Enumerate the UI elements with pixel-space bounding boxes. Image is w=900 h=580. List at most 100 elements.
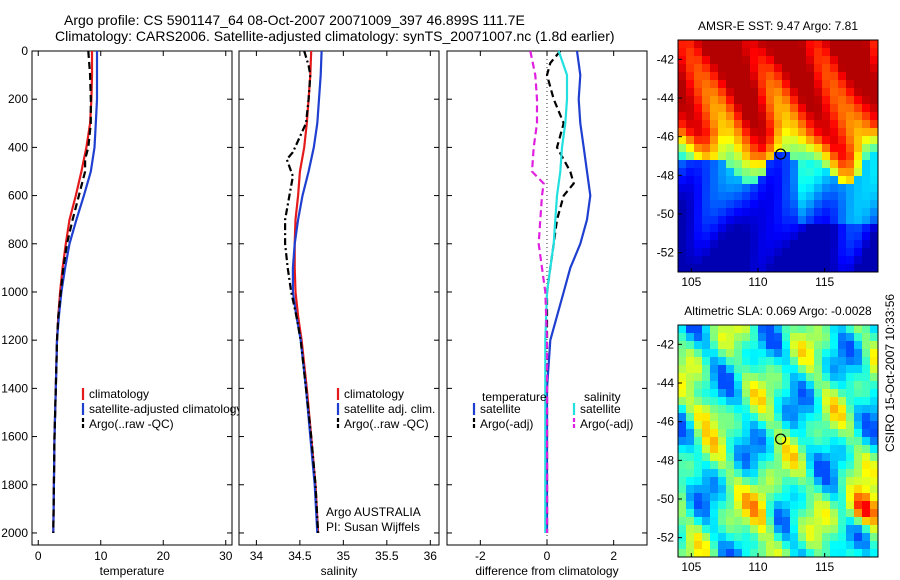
heatmap-cell [718,493,726,501]
chart-salinity: 34 34.5 35 35.5 36salinityclimatologysatelli… [238,50,440,578]
heatmap-cell [846,501,854,509]
heatmap-cell [870,136,878,144]
heatmap-cell [846,413,854,421]
heatmap-cell [846,421,854,429]
heatmap-cell [726,413,734,421]
heatmap-cell [766,549,774,557]
heatmap-cell [862,461,870,469]
heatmap-cell [694,341,702,349]
heatmap-cell [750,357,758,365]
heatmap-cell [814,216,822,224]
heatmap-cell [814,413,822,421]
heatmap-cell [798,136,806,144]
heatmap-cell [686,469,694,477]
heatmap-cell [822,248,830,256]
heatmap-cell [846,232,854,240]
heatmap-cell [686,493,694,501]
heatmap-cell [790,421,798,429]
heatmap-cell [862,453,870,461]
heatmap-cell [694,256,702,264]
x-tick-label: -2 [475,549,486,563]
heatmap-cell [758,437,766,445]
heatmap-cell [854,160,862,168]
heatmap-cell [814,160,822,168]
heatmap-cell [822,120,830,128]
heatmap-cell [742,48,750,56]
heatmap-cell [862,493,870,501]
heatmap-cell [870,341,878,349]
x-tick-label: 115 [815,560,834,574]
heatmap-cell [782,112,790,120]
heatmap-cell [742,96,750,104]
heatmap-cell [838,469,846,477]
heatmap-cell [702,176,710,184]
heatmap-cell [758,365,766,373]
heatmap-cell [702,373,710,381]
heatmap-cell [718,445,726,453]
heatmap-cell [678,224,686,232]
heatmap-cell [702,56,710,64]
heatmap-cell [750,429,758,437]
heatmap-cell [798,381,806,389]
heatmap-cell [726,445,734,453]
heatmap-cell [750,240,758,248]
heatmap-cell [830,184,838,192]
heatmap-cell [854,96,862,104]
heatmap-cell [766,445,774,453]
heatmap-cell [686,461,694,469]
heatmap-cell [814,168,822,176]
heatmap-cell [710,525,718,533]
heatmap-cell [854,248,862,256]
heatmap-cell [710,493,718,501]
heatmap-cell [862,397,870,405]
heatmap-cell [830,405,838,413]
heatmap-cell [846,541,854,549]
heatmap-cell [694,48,702,56]
heatmap-cell [758,525,766,533]
heatmap-cell [814,517,822,525]
heatmap-cell [838,72,846,80]
heatmap-cell [782,541,790,549]
x-tick-label: 35.5 [375,549,399,563]
heatmap-cell [806,224,814,232]
heatmap-cell [758,112,766,120]
heatmap-cell [702,381,710,389]
heatmap-cell [766,413,774,421]
legend-header: temperature [482,390,547,404]
heatmap-cell [782,152,790,160]
heatmap-cell [742,104,750,112]
heatmap-cell [742,365,750,373]
heatmap-cell [694,381,702,389]
heatmap-cell [782,405,790,413]
heatmap-cell [822,96,830,104]
heatmap-cell [702,349,710,357]
heatmap-cell [678,248,686,256]
heatmap-cell [718,477,726,485]
heatmap-cell [774,64,782,72]
heatmap-cell [734,264,742,272]
heatmap-cell [830,160,838,168]
heatmap-cell [750,477,758,485]
heatmap-cell [750,232,758,240]
heatmap-cell [702,184,710,192]
heatmap-cell [750,485,758,493]
heatmap-cell [814,144,822,152]
heatmap-cell [822,144,830,152]
heatmap-cell [750,256,758,264]
heatmap-cell [750,80,758,88]
heatmap-cell [750,64,758,72]
heatmap-cell [726,264,734,272]
heatmap-cell [822,397,830,405]
heatmap-cell [710,533,718,541]
heatmap-cell [678,397,686,405]
legend-entry: satellite adj. clim. [344,402,435,416]
heatmap-cell [710,461,718,469]
y-tick-label: 1200 [1,333,28,347]
heatmap-cell [806,96,814,104]
heatmap-cell [678,509,686,517]
heatmap-cell [838,208,846,216]
heatmap-cell [734,112,742,120]
heatmap-cell [686,349,694,357]
heatmap-cell [774,373,782,381]
